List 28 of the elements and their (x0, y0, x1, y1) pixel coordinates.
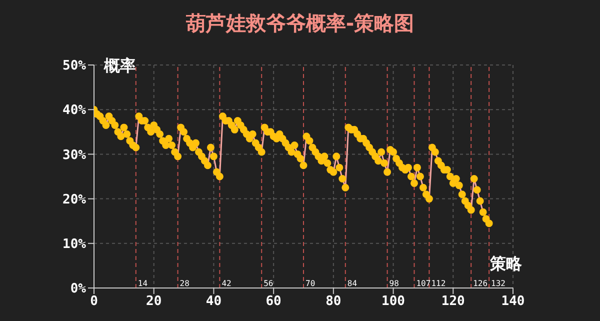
chart-title: 葫芦娃救爷爷概率-策略图 (184, 10, 416, 37)
x-tick-label: 80 (326, 294, 342, 310)
x-tick-label: 140 (501, 294, 525, 310)
x-tick-label: 20 (146, 294, 162, 310)
x-tick-label: 60 (266, 294, 282, 310)
ref-line-label: 42 (222, 279, 232, 288)
y-tick-label: 30% (62, 148, 86, 163)
x-tick-label: 100 (382, 294, 406, 310)
x-tick-label: 120 (441, 294, 466, 310)
x-tick-label: 0 (90, 294, 98, 310)
y-tick-label: 0% (70, 282, 86, 297)
ref-line-label: 70 (306, 279, 316, 288)
y-tick-label: 50% (62, 58, 86, 74)
ref-line-label: 98 (389, 279, 400, 288)
x-axis-title: 策略 (490, 254, 522, 275)
ref-line-label: 14 (138, 279, 148, 288)
y-tick-label: 20% (62, 192, 86, 208)
y-axis-title: 概率 (104, 56, 136, 77)
ref-line-label: 28 (180, 279, 190, 288)
ref-line-label: 84 (347, 279, 358, 288)
ref-line-label: 56 (264, 279, 274, 288)
ref-line-label: 112 (431, 279, 446, 288)
x-tick-label: 40 (206, 294, 222, 310)
y-tick-label: 40% (62, 103, 86, 118)
ref-line-label: 126 (473, 279, 488, 288)
ref-line-label: 107 (416, 279, 431, 288)
ref-line-label: 132 (491, 279, 506, 288)
y-tick-label: 10% (62, 237, 86, 252)
